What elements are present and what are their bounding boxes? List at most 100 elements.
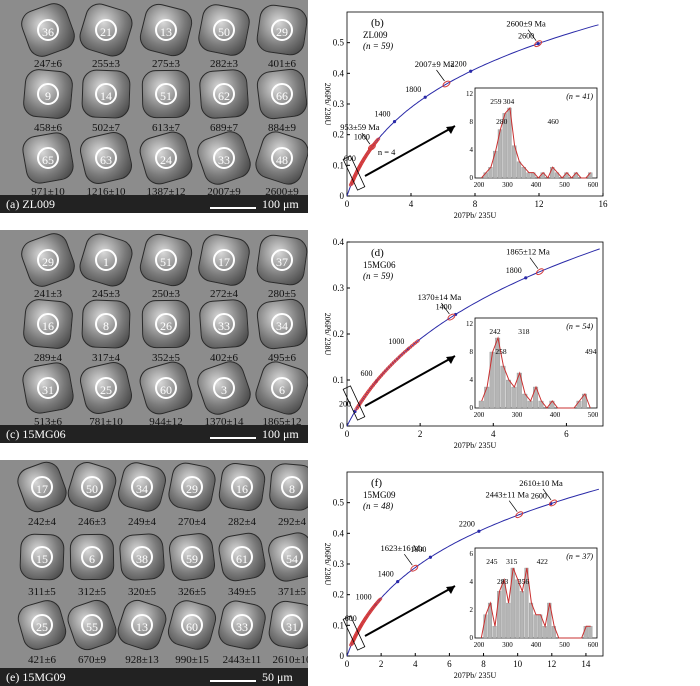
x-tick-label: 2: [418, 429, 423, 439]
zircon-grain: 13: [136, 0, 196, 60]
inset-x-tick-label: 600: [588, 641, 599, 649]
zoom-arrowhead: [446, 356, 455, 364]
analysis-spot: 6: [81, 546, 103, 568]
concordia-age-marker: [423, 95, 427, 99]
analysis-spot: 51: [155, 83, 177, 105]
zircon-grain: 37: [254, 232, 308, 288]
y-tick-label: 0.5: [333, 38, 345, 48]
peak-age-label: 318: [518, 327, 530, 336]
analysis-ellipse: [393, 357, 399, 362]
zircon-grain: 25: [14, 596, 70, 654]
analysis-spot: 59: [181, 546, 203, 568]
y-tick-label: 0.5: [333, 498, 345, 508]
analysis-spot: 3: [213, 377, 235, 399]
age-annotation: 1865±12 Ma: [506, 247, 550, 257]
histogram-bar: [489, 351, 495, 409]
concordia-age-label: 1400: [375, 110, 391, 119]
analysis-spot: 24: [155, 147, 177, 169]
zircon-grain: 50: [64, 460, 120, 516]
inset-sample-count: (n = 54): [566, 322, 593, 331]
analysis-spot: 60: [181, 614, 203, 636]
zircon-grain: 1: [76, 230, 136, 290]
panel-label: (e) 15MG09: [6, 670, 66, 684]
zircon-grain: 8: [81, 299, 131, 349]
chart-sample-name: 15MG09: [363, 490, 396, 500]
inset-y-tick-label: 2: [470, 606, 474, 614]
zoom-arrow: [364, 585, 456, 637]
histogram-bar: [527, 400, 533, 409]
inset-y-tick-label: 12: [466, 90, 474, 98]
y-tick-label: 0.3: [333, 99, 345, 109]
analysis-spot: 8: [281, 476, 303, 498]
y-tick-label: 0.3: [333, 559, 345, 569]
concordia-age-label: 1000: [356, 593, 372, 602]
inset-x-tick-label: 400: [550, 411, 561, 419]
zircon-grain: 61: [216, 530, 268, 584]
concordia-age-label: 200: [339, 400, 351, 409]
analysis-spot: 60: [155, 377, 177, 399]
peak-age-label: 259: [490, 97, 502, 106]
grain-age: 242±4: [27, 516, 57, 528]
histogram-bar: [484, 386, 490, 409]
zircon-grain: 63: [77, 129, 135, 187]
zircon-grain: 51: [136, 230, 196, 290]
x-tick-label: 2: [379, 659, 384, 669]
grain-age: 250±3: [151, 288, 181, 300]
analysis-spot: 25: [95, 377, 117, 399]
grain-age: 320±5: [127, 586, 157, 598]
concordia-age-marker: [477, 529, 481, 533]
peak-age-label: 242: [489, 327, 501, 336]
histogram-bar: [492, 626, 497, 639]
zoom-box: [342, 155, 366, 191]
grain-age: 312±5: [77, 586, 107, 598]
annotation-leader: [529, 257, 539, 269]
grain-age: 2443±11: [222, 654, 262, 666]
highlight-ellipse: [447, 313, 456, 321]
zircon-grain: 13: [113, 596, 171, 654]
chart-sample-name: ZL009: [363, 30, 388, 40]
grain-age: 928±13: [125, 654, 159, 666]
scale-bar: [210, 680, 256, 682]
concordia-age-label: 1800: [405, 85, 421, 94]
histogram-bar: [501, 579, 506, 639]
cl-image-panel-e: 17 242±4 50 246±3 34 249±4 29 270±4 16 282±4 8 292±…: [0, 460, 308, 686]
zircon-grain: 33: [215, 597, 269, 653]
annotation-leader: [436, 69, 445, 82]
analysis-spot: 34: [131, 476, 153, 498]
scale-label: 100 μm: [262, 197, 299, 211]
histogram-bar: [533, 614, 538, 639]
inset-y-tick-label: 0: [470, 404, 474, 412]
grain-age: 245±3: [91, 288, 121, 300]
annotation-leader: [542, 488, 552, 501]
zircon-grain: 9: [21, 67, 75, 121]
histogram-bar: [505, 379, 511, 409]
inset-x-tick-label: 500: [559, 641, 570, 649]
inset-x-tick-label: 300: [502, 181, 513, 189]
zircon-grain: 24: [136, 128, 196, 188]
zircon-grain: 54: [265, 529, 308, 585]
grain-age: 458±6: [33, 122, 63, 134]
concordia-age-label: 600: [344, 154, 356, 163]
age-annotation: 953±59 Ma: [340, 122, 380, 132]
x-axis-label: 207Pb/ 235U: [454, 671, 497, 680]
scale-bar: [210, 207, 256, 209]
grain-age: 311±5: [28, 586, 56, 598]
y-tick-label: 0.2: [333, 329, 344, 339]
inset-x-tick-label: 500: [588, 411, 599, 419]
concordia-age-label: 1800: [506, 266, 522, 275]
histogram-bar: [542, 626, 547, 639]
inset-x-tick-label: 200: [474, 181, 485, 189]
highlight-ellipse: [549, 499, 558, 507]
analysis-spot: 9: [37, 83, 59, 105]
highlight-ellipse: [534, 40, 543, 48]
annotation-leader: [508, 500, 518, 512]
analysis-spot: 38: [131, 546, 153, 568]
inset-y-tick-label: 8: [470, 118, 474, 126]
cl-image-panel-a: 36 247±6 21 255±3 13 275±3 50 282±3 29 401±6 9 458±…: [0, 0, 308, 213]
inset-x-tick-label: 500: [559, 181, 570, 189]
zircon-grain: 34: [255, 297, 308, 351]
y-tick-label: 0: [340, 191, 345, 201]
analysis-spot: 31: [37, 377, 59, 399]
concordia-chart-b: 0 4 8 12 16 0 0.1 0.2 0.3 0.4 0.5 207Pb/ 235U 206Pb/…: [323, 11, 608, 220]
